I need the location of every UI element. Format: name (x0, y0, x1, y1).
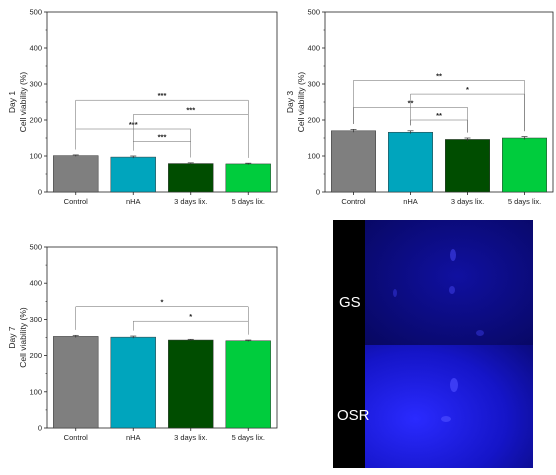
x-category-label: nHA (126, 433, 141, 442)
y-tick-label: 300 (29, 315, 42, 324)
micrograph-gs-image (365, 220, 533, 345)
y-tick-label: 400 (307, 44, 320, 53)
bar-nha (110, 336, 156, 429)
x-category-label: Control (64, 433, 89, 442)
x-category-label: 5 days lix. (232, 197, 265, 206)
bar-fix3 (445, 139, 490, 193)
bar-nha (388, 131, 433, 193)
y-tick-label: 100 (29, 152, 42, 161)
bar-control (331, 130, 376, 193)
panel-day-label: Day 3 (285, 91, 295, 113)
cell-blob (476, 330, 484, 336)
chart-day3: 0 100 200 300 400 500 Day 3 Cell viability (%) C… (285, 8, 554, 206)
y-axis-label: Cell viability (%) (18, 307, 28, 368)
y-tick-label: 500 (29, 243, 42, 252)
cell-blob (450, 378, 458, 392)
bar-fix5 (225, 340, 271, 429)
x-category-label: Control (64, 197, 89, 206)
significance-label: ** (436, 111, 442, 120)
bar-fix5 (502, 137, 547, 193)
y-axis-label: Cell viability (%) (18, 72, 28, 133)
y-tick-label: 200 (29, 351, 42, 360)
significance-label: * (466, 85, 469, 94)
cell-blob (393, 289, 397, 297)
y-tick-label: 100 (29, 387, 42, 396)
y-tick-label: 500 (29, 8, 42, 17)
y-tick-label: 500 (307, 8, 320, 17)
panel-day-label: Day 1 (7, 91, 17, 113)
significance-label: *** (158, 91, 167, 100)
x-category-label: 3 days lix. (174, 197, 207, 206)
bar-fix3 (168, 339, 214, 429)
significance-label: *** (158, 133, 167, 142)
cell-blob (449, 286, 455, 294)
micrograph-panel: GS OSR (333, 220, 533, 468)
y-tick-label: 200 (307, 116, 320, 125)
significance-bracket (353, 80, 525, 132)
significance-label: ** (436, 71, 442, 80)
y-tick-label: 400 (29, 44, 42, 53)
micrograph-label-strip (333, 220, 365, 468)
chart-day7: 0 100 200 300 400 500 Day 7 Cell viability (%) C… (7, 243, 278, 442)
significance-label: *** (186, 106, 195, 115)
y-tick-label: 400 (29, 279, 42, 288)
x-category-label: 5 days lix. (508, 197, 541, 206)
significance-bracket (75, 306, 249, 335)
x-category-label: nHA (126, 197, 141, 206)
cell-blob (450, 249, 456, 261)
significance-bracket (75, 99, 249, 158)
x-category-label: Control (341, 197, 366, 206)
bar-fix5 (225, 163, 271, 193)
micrograph-label-osr: OSR (337, 407, 370, 424)
y-tick-label: 0 (38, 424, 42, 433)
bar-control (53, 336, 99, 429)
cell-blob (441, 416, 451, 422)
y-tick-label: 100 (307, 152, 320, 161)
x-category-label: 3 days lix. (451, 197, 484, 206)
y-tick-label: 0 (316, 188, 320, 197)
y-tick-label: 200 (29, 116, 42, 125)
x-category-label: nHA (403, 197, 418, 206)
y-tick-label: 0 (38, 188, 42, 197)
significance-bracket (133, 141, 191, 158)
bar-control (53, 155, 99, 193)
x-category-label: 5 days lix. (232, 433, 265, 442)
micrograph-osr-image (365, 345, 533, 468)
chart-day1: 0 100 200 300 400 500 Day 1 Cell viability (%) C… (7, 8, 278, 206)
x-category-label: 3 days lix. (174, 433, 207, 442)
y-tick-label: 300 (307, 80, 320, 89)
significance-bracket (133, 320, 249, 335)
y-tick-label: 300 (29, 80, 42, 89)
bar-fix3 (168, 163, 214, 193)
micrograph-label-gs: GS (339, 294, 361, 311)
significance-label: * (189, 312, 192, 321)
panel-day-label: Day 7 (7, 326, 17, 348)
significance-label: * (161, 298, 164, 307)
y-axis-label: Cell viability (%) (296, 72, 306, 133)
bar-nha (110, 156, 156, 193)
significance-bracket (410, 119, 468, 133)
